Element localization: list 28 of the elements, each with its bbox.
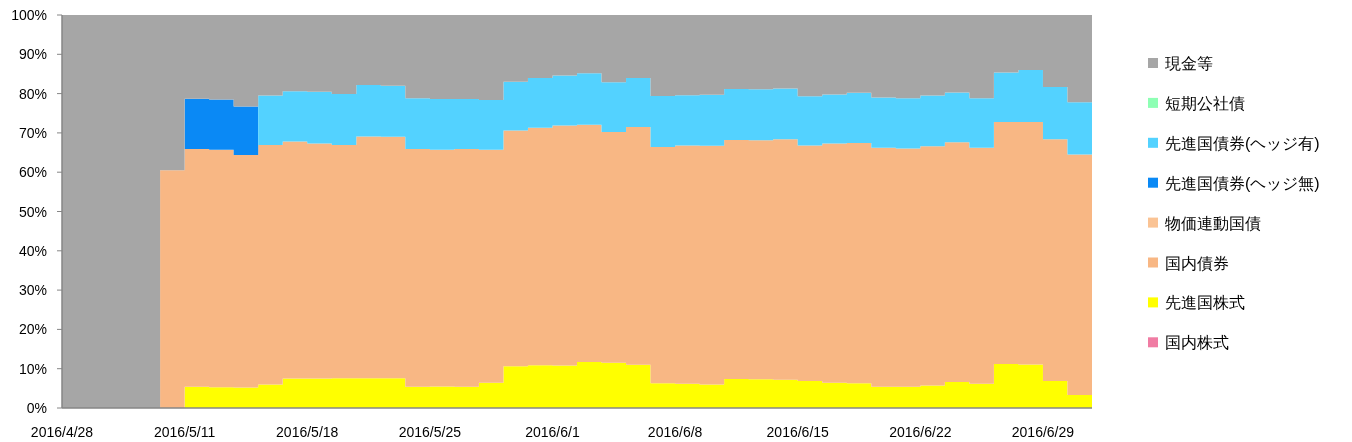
y-tick-label: 0%: [26, 400, 47, 416]
legend-label: 物価連動国債: [1165, 214, 1261, 232]
legend-label: 国内株式: [1165, 334, 1229, 352]
x-tick-label: 2016/6/22: [889, 424, 952, 440]
legend-label: 現金等: [1165, 55, 1213, 72]
y-tick-label: 10%: [18, 360, 47, 377]
x-tick-label: 2016/5/11: [153, 424, 216, 440]
legend-label: 短期公社債: [1165, 94, 1245, 112]
y-tick-label: 70%: [18, 124, 47, 141]
y-tick-label: 50%: [18, 203, 47, 220]
y-tick-label: 60%: [18, 164, 47, 181]
y-tick-label: 100%: [11, 7, 47, 23]
y-tick-label: 20%: [18, 321, 47, 338]
x-tick-label: 2016/6/29: [1011, 424, 1075, 440]
legend-label: 先進国債券(ヘッジ無): [1165, 174, 1320, 192]
y-tick-label: 90%: [18, 46, 47, 63]
y-tick-label: 40%: [18, 242, 47, 259]
x-tick-label: 2016/5/25: [398, 424, 462, 440]
legend-label: 先進国株式: [1165, 294, 1245, 312]
x-tick-label: 2016/6/8: [647, 424, 703, 440]
x-tick-label: 2016/6/1: [525, 424, 580, 440]
x-tick-label: 2016/6/15: [766, 424, 830, 440]
y-tick-label: 80%: [18, 85, 47, 102]
y-tick-label: 30%: [18, 282, 47, 299]
x-tick-label: 2016/4/28: [30, 424, 94, 440]
x-tick-label: 2016/5/18: [276, 424, 339, 440]
legend-label: 国内債券: [1165, 254, 1229, 272]
legend-label: 先進国債券(ヘッジ有): [1165, 134, 1320, 152]
